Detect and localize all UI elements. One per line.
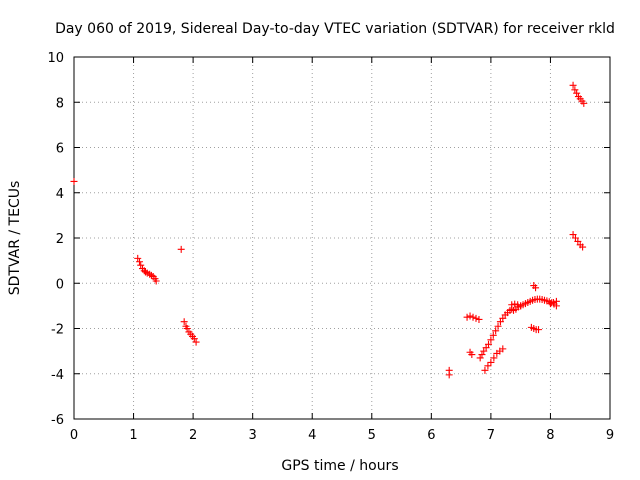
- data-point: [569, 81, 577, 89]
- y-tick-label: -4: [51, 368, 64, 383]
- data-point: [152, 277, 160, 285]
- y-tick-label: 6: [56, 142, 64, 157]
- data-point: [549, 298, 557, 306]
- x-tick-label: 7: [487, 428, 495, 443]
- data-point: [466, 312, 474, 320]
- data-point: [546, 300, 554, 308]
- data-point: [489, 331, 497, 339]
- data-point: [469, 313, 477, 321]
- x-tick-label: 6: [427, 428, 435, 443]
- y-tick-label: -6: [51, 413, 64, 428]
- data-point: [485, 340, 493, 348]
- y-tick-label: 0: [56, 277, 64, 292]
- y-tick-label: 2: [56, 232, 64, 247]
- y-axis-label: SDTVAR / TECUs: [7, 181, 23, 296]
- x-tick-label: 2: [189, 428, 197, 443]
- grid: [74, 57, 610, 419]
- data-point: [579, 243, 587, 251]
- x-axis-label: GPS time / hours: [281, 458, 398, 474]
- chart-title: Day 060 of 2019, Sidereal Day-to-day VTE…: [55, 21, 615, 37]
- data-point: [508, 301, 516, 309]
- data-point: [487, 358, 495, 366]
- y-tick-labels: -6 -4 -2 0 2 4 6 8 10: [47, 51, 64, 428]
- x-tick-label: 4: [308, 428, 316, 443]
- x-tick-label: 3: [249, 428, 257, 443]
- data-point: [552, 297, 560, 305]
- data-point: [180, 318, 188, 326]
- x-tick-label: 1: [129, 428, 137, 443]
- data-point: [573, 89, 581, 97]
- data-point: [475, 315, 483, 323]
- data-point: [136, 258, 144, 266]
- x-tick-label: 0: [70, 428, 78, 443]
- data-point: [484, 362, 492, 370]
- y-tick-label: 8: [56, 96, 64, 111]
- data-point: [492, 327, 500, 335]
- y-tick-label: 10: [47, 51, 64, 66]
- x-tick-label: 5: [368, 428, 376, 443]
- data-point: [472, 314, 480, 322]
- data-point: [468, 351, 476, 359]
- data-point: [532, 284, 540, 292]
- data-point: [580, 99, 588, 107]
- data-point: [535, 326, 543, 334]
- data-point: [490, 354, 498, 362]
- data-point: [514, 301, 522, 309]
- data-points: [70, 81, 588, 379]
- y-tick-label: -2: [51, 323, 64, 338]
- data-point: [177, 245, 185, 253]
- data-point: [499, 345, 507, 353]
- data-point: [571, 86, 579, 94]
- data-point: [478, 351, 486, 359]
- x-tick-label: 9: [606, 428, 614, 443]
- data-point: [517, 302, 525, 310]
- data-point: [494, 322, 502, 330]
- data-point: [134, 254, 142, 262]
- data-point: [481, 366, 489, 374]
- axis-ticks: [73, 56, 611, 420]
- data-point: [463, 313, 471, 321]
- x-tick-label: 8: [546, 428, 554, 443]
- x-tick-labels: 0 1 2 3 4 5 6 7 8 9: [70, 428, 614, 443]
- data-point: [476, 354, 484, 362]
- data-point: [487, 336, 495, 344]
- data-point: [192, 338, 200, 346]
- y-tick-label: 4: [56, 187, 64, 202]
- data-point: [445, 371, 453, 379]
- data-point: [70, 177, 78, 185]
- data-point: [137, 261, 145, 269]
- data-point: [511, 300, 519, 308]
